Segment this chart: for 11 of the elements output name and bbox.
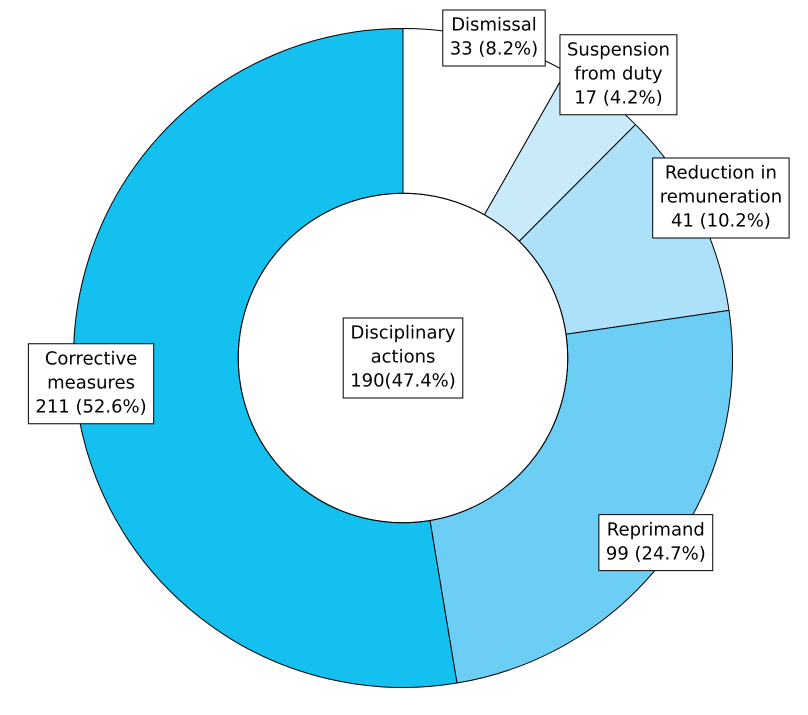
slice-label: Reduction in remuneration bbox=[660, 162, 782, 208]
data-label: 99 (24.7%) bbox=[606, 543, 706, 564]
data-label: 33 (8.2%) bbox=[450, 38, 538, 60]
slice-label: Suspension from duty bbox=[566, 39, 670, 84]
slice-label: Reprimand bbox=[606, 519, 705, 540]
text: Disciplinary actions 190(47.4%) bbox=[350, 322, 456, 392]
data-label: 17 (4.2%) bbox=[574, 87, 663, 108]
data-label: 211 (52.6%) bbox=[35, 396, 147, 418]
data-label: 41 (10.2%) bbox=[670, 210, 771, 232]
slice-label: Corrective measures bbox=[44, 348, 138, 394]
slice-label: Dismissal bbox=[451, 14, 537, 36]
